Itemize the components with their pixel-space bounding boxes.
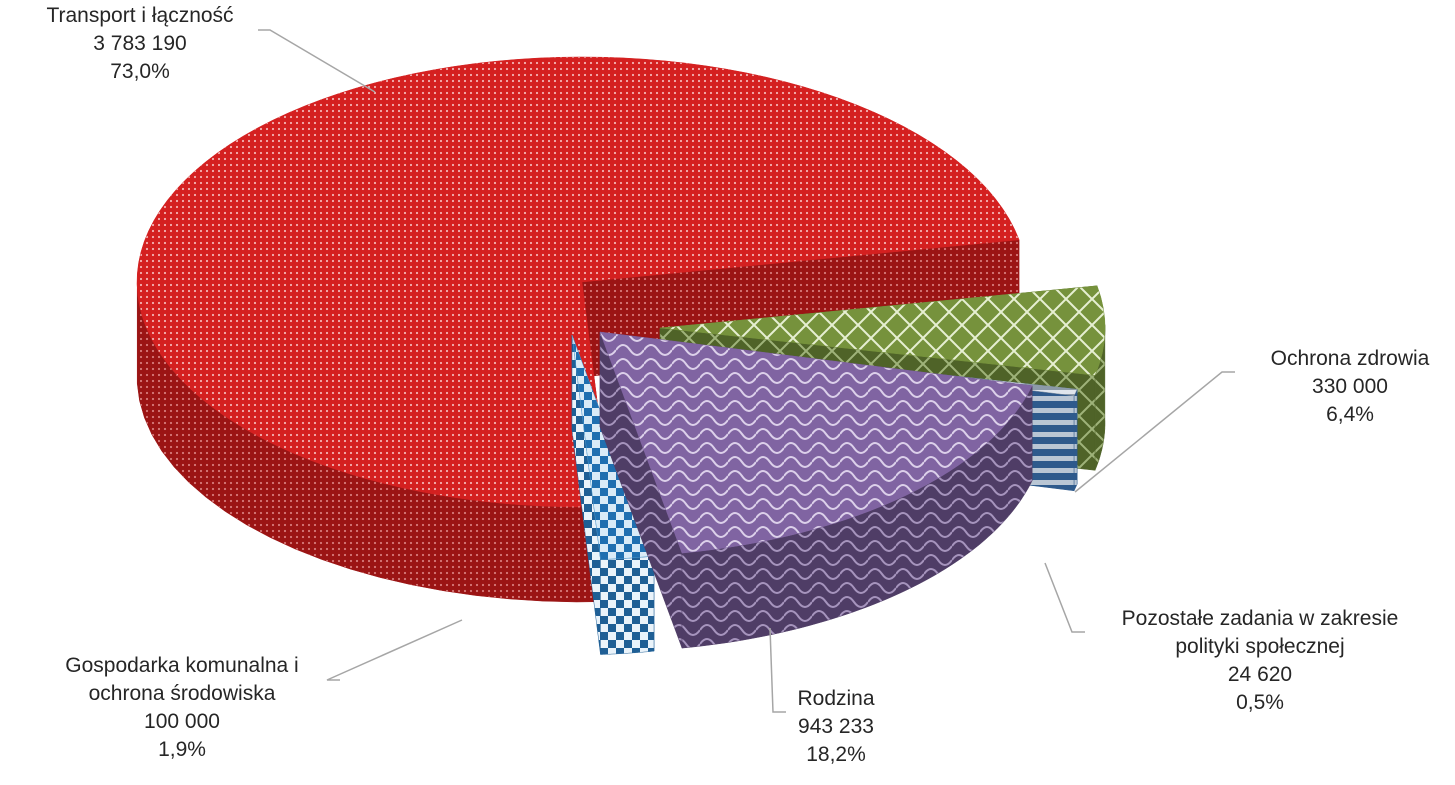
data-label: Pozostałe zadania w zakresie polityki spo… [1122,607,1399,714]
pie-slice-top [599,331,1033,554]
data-label-line: Transport i łączność [46,4,233,27]
data-label-line: 943 233 [798,715,874,738]
data-label-line: 330 000 [1312,375,1388,398]
data-label: Rodzina 943 233 18,2% [797,687,874,766]
data-label-line: 18,2% [806,743,866,766]
leader-line [1044,562,1085,633]
leader-line [258,29,376,93]
data-label-line: polityki społecznej [1175,635,1344,658]
leader-line [326,619,463,681]
data-label-line: ochrona środowiska [89,682,276,705]
data-label-line: 100 000 [144,710,220,733]
data-label-line: Ochrona zdrowia [1271,347,1430,370]
leader-line [769,627,786,713]
data-label: Gospodarka komunalna i ochrona środowiska… [65,654,298,761]
data-label-line: 0,5% [1236,691,1284,714]
data-label-line: Rodzina [797,687,874,710]
data-label-line: 73,0% [110,60,170,83]
pie-slice-side [600,555,655,655]
data-label-line: Gospodarka komunalna i [65,654,298,677]
data-label-line: 1,9% [158,738,206,761]
data-label-line: 24 620 [1228,663,1292,686]
leader-line [1074,371,1235,493]
data-label-line: 6,4% [1326,403,1374,426]
data-label-line: 3 783 190 [93,32,186,55]
data-label-line: Pozostałe zadania w zakresie [1122,607,1399,630]
pie-slice-top [136,56,1020,508]
pie-slice-side [1073,388,1078,491]
data-label: Transport i łączność 3 783 190 73,0% [46,4,233,83]
data-label: Ochrona zdrowia 330 000 6,4% [1271,347,1430,426]
pie-slice-top [659,285,1106,376]
pie-slice-3 [599,331,1033,649]
